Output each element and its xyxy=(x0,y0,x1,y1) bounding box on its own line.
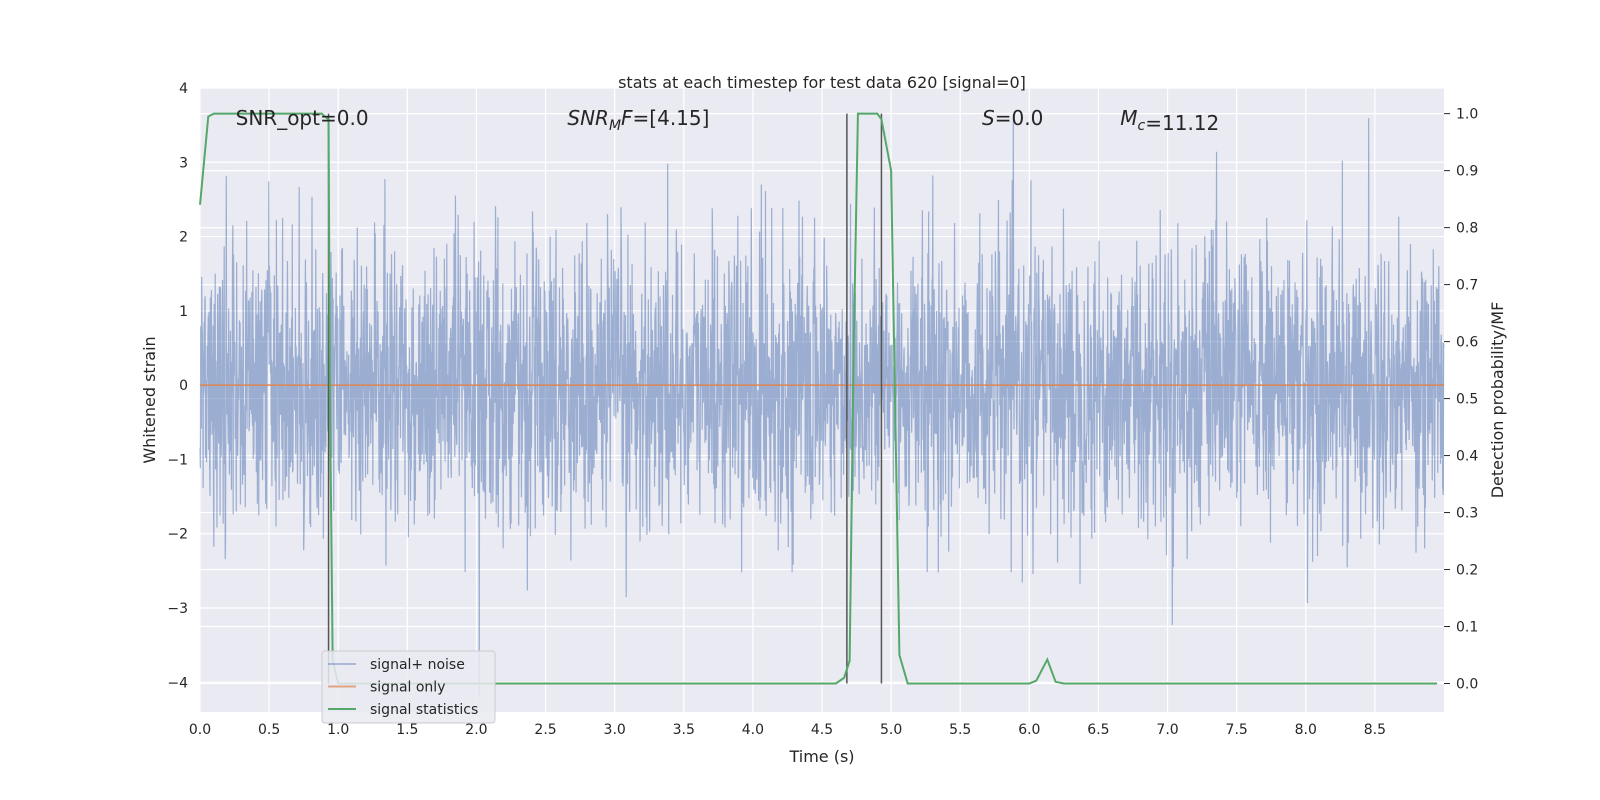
series-signal-noise xyxy=(199,115,1445,698)
x-tick-label: 3.0 xyxy=(604,722,626,738)
y-axis-title: Whitened strain xyxy=(140,336,159,463)
y-right-tick-label: 0.8 xyxy=(1456,221,1478,237)
legend-label: signal statistics xyxy=(370,702,478,718)
y-tick-label: 0 xyxy=(179,378,188,394)
y-right-tick-label: 0.3 xyxy=(1456,506,1478,522)
annotations: SNR_opt=0.0 SNRMF=[4.15] S=0.0 Mc=11.12 xyxy=(236,106,1220,135)
x-tick-label: 4.5 xyxy=(811,722,833,738)
y-axis-left: 4 3 2 1 0 −1 −2 −3 −4 xyxy=(167,81,188,691)
y-tick-label: 1 xyxy=(179,304,188,320)
legend: signal+ noise signal only signal statistic… xyxy=(321,650,496,724)
annotation-s: S=0.0 xyxy=(982,106,1043,130)
legend-box xyxy=(321,650,496,724)
y-axis-right-title: Detection probability/MF xyxy=(1488,302,1507,499)
x-tick-label: 0.5 xyxy=(258,722,280,738)
x-tick-label: 8.5 xyxy=(1364,722,1386,738)
y-right-tick-label: 0.2 xyxy=(1456,563,1478,579)
y-right-tick-label: 1.0 xyxy=(1456,107,1478,123)
x-tick-label: 3.5 xyxy=(673,722,695,738)
y-tick-label: −3 xyxy=(167,601,188,617)
x-tick-label: 2.0 xyxy=(465,722,487,738)
x-tick-label: 0.0 xyxy=(189,722,211,738)
y-tick-label: 3 xyxy=(179,155,188,171)
y-right-tick-label: 0.7 xyxy=(1456,278,1478,294)
x-tick-label: 4.0 xyxy=(742,722,764,738)
annotation-snr_opt: SNR_opt=0.0 xyxy=(236,106,369,130)
y-right-tick-label: 0.0 xyxy=(1456,677,1478,693)
x-tick-label: 5.5 xyxy=(949,722,971,738)
annotation-snr_mf: SNRMF=[4.15] xyxy=(567,106,709,134)
x-tick-label: 7.5 xyxy=(1226,722,1248,738)
x-tick-label: 6.0 xyxy=(1018,722,1040,738)
x-tick-label: 5.0 xyxy=(880,722,902,738)
x-tick-label: 8.0 xyxy=(1295,722,1317,738)
y-tick-label: −4 xyxy=(167,675,188,691)
x-axis-title: Time (s) xyxy=(788,747,854,766)
x-tick-label: 7.0 xyxy=(1156,722,1178,738)
y-right-tick-label: 0.4 xyxy=(1456,449,1478,465)
x-tick-label: 1.5 xyxy=(396,722,418,738)
y-axis-right: 1.0 0.9 0.8 0.7 0.6 0.5 0.4 0.3 0.2 0.1 0.0 xyxy=(1444,107,1478,693)
y-right-tick-label: 0.6 xyxy=(1456,335,1478,351)
plot-area xyxy=(199,112,1445,698)
x-tick-label: 1.0 xyxy=(327,722,349,738)
chart-title: stats at each timestep for test data 620… xyxy=(618,73,1026,92)
y-right-tick-label: 0.5 xyxy=(1456,392,1478,408)
y-tick-label: −2 xyxy=(167,527,188,543)
legend-label: signal+ noise xyxy=(370,657,465,673)
y-right-tick-label: 0.9 xyxy=(1456,164,1478,180)
legend-label: signal only xyxy=(370,680,445,696)
y-tick-label: 4 xyxy=(179,81,188,97)
y-tick-label: 2 xyxy=(179,230,188,246)
annotation-mc: Mc=11.12 xyxy=(1120,106,1219,135)
series-signal-statistics xyxy=(199,112,1438,685)
y-right-tick-label: 0.1 xyxy=(1456,620,1478,636)
x-axis: 0.0 0.5 1.0 1.5 2.0 2.5 3.0 3.5 4.0 4.5 5.0 5.5 6.0 6… xyxy=(189,722,1386,738)
x-tick-label: 6.5 xyxy=(1087,722,1109,738)
x-tick-label: 2.5 xyxy=(534,722,556,738)
y-tick-label: −1 xyxy=(167,452,188,468)
